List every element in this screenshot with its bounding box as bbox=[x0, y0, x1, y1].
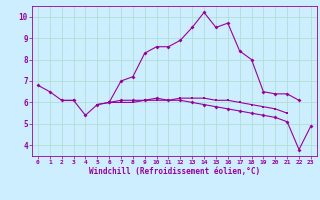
X-axis label: Windchill (Refroidissement éolien,°C): Windchill (Refroidissement éolien,°C) bbox=[89, 167, 260, 176]
